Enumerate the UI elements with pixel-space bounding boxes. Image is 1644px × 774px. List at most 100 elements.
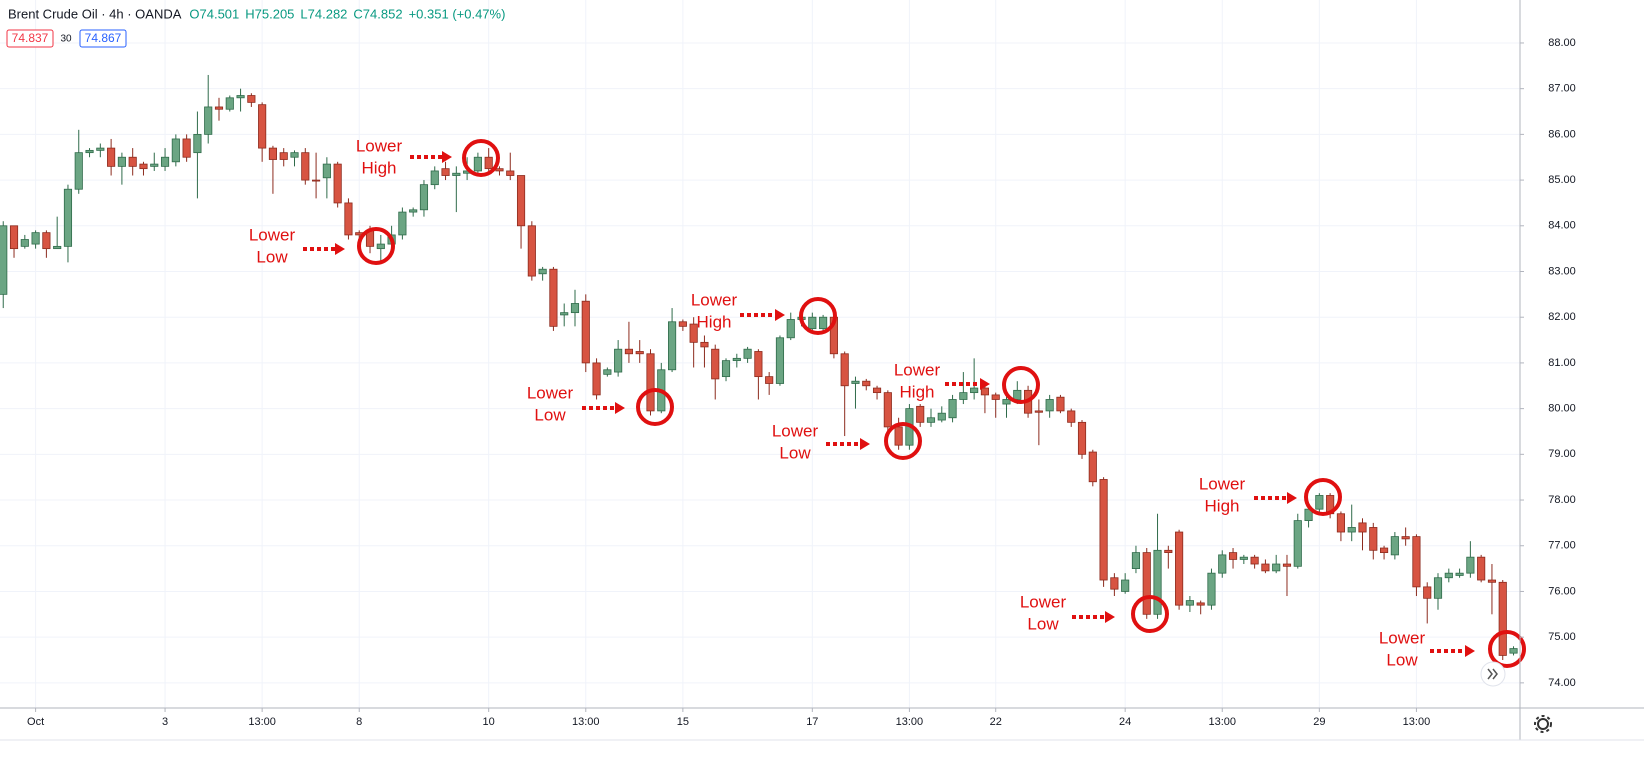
candle-body (1455, 572, 1464, 576)
annotation-line: High (1205, 496, 1240, 515)
candle-body (376, 243, 385, 250)
ohlc-value: H75.205 (245, 6, 294, 21)
candle-body (312, 179, 321, 182)
annotation-line: High (362, 158, 397, 177)
candle-body (1369, 527, 1378, 551)
candle-body (85, 149, 94, 154)
candle-body (1250, 556, 1259, 565)
x-tick-label: 13:00 (572, 716, 600, 728)
candle-body (1239, 556, 1248, 560)
annotation-circle (357, 227, 395, 265)
x-tick-label: 13:00 (896, 716, 924, 728)
candle-body (754, 351, 763, 378)
candle-body (1347, 527, 1356, 533)
candle-body (31, 232, 40, 245)
candle-body (20, 239, 29, 247)
candle-body (268, 147, 277, 160)
candle-body (0, 225, 8, 295)
candle-body (117, 156, 126, 167)
annotation-line: High (697, 312, 732, 331)
y-tick-label: 78.00 (1548, 494, 1576, 506)
settings-gear[interactable] (1537, 718, 1549, 730)
candle-body (937, 412, 946, 421)
candle-body (959, 392, 968, 400)
candle-body (549, 268, 558, 327)
annotation-circle (799, 297, 837, 335)
candle-body (1336, 513, 1345, 533)
x-tick-label: 13:00 (1403, 716, 1431, 728)
annotation-arrowhead (1465, 645, 1475, 657)
candle-body (322, 163, 331, 179)
grid (0, 0, 1520, 708)
candle-body (344, 202, 353, 236)
annotation-circle (1304, 478, 1342, 516)
candle-body (452, 172, 461, 176)
candle-body (409, 209, 418, 213)
annotation-line: Lower (356, 136, 403, 155)
symbol-title: Brent Crude Oil · 4h · OANDA (8, 6, 182, 21)
candle-body (570, 303, 580, 314)
candle-body (1315, 495, 1324, 510)
scroll-icon (1487, 668, 1498, 680)
candle-body (1164, 549, 1173, 553)
candle-body (1498, 581, 1507, 656)
candle-body (1121, 579, 1130, 592)
candle-body (1056, 396, 1065, 412)
candle-body (560, 312, 569, 316)
candle-body (1002, 399, 1011, 405)
scroll-button[interactable] (1480, 661, 1506, 687)
candle-body (247, 95, 256, 103)
annotation-line: Lower (1199, 474, 1246, 493)
y-tick-label: 84.00 (1548, 220, 1576, 232)
y-tick-label: 81.00 (1548, 357, 1576, 369)
annotation-arrowhead (980, 378, 990, 390)
candle-body (894, 426, 903, 446)
candle-body (53, 245, 62, 250)
x-tick-label: 15 (677, 716, 689, 728)
ohlc-value: C74.852 (353, 6, 402, 21)
candle-body (42, 232, 51, 250)
candle-body (516, 175, 526, 227)
candle-body (786, 319, 795, 339)
annotation-arrowhead (442, 151, 452, 163)
y-tick-label: 74.00 (1548, 677, 1576, 689)
annotation-arrowhead (860, 438, 870, 450)
candle-body (236, 95, 245, 99)
candle-body (1196, 602, 1205, 606)
candle-body (1487, 579, 1497, 583)
axes: 74.00 75.00 76.00 77.00 78.00 79.00 80.00 81.00… (27, 37, 1576, 728)
candle-body (96, 147, 105, 151)
candle-body (1477, 556, 1486, 581)
x-tick-label: Oct (27, 716, 44, 728)
candle-body (1099, 479, 1108, 581)
candle-body (646, 353, 655, 412)
candle-body (614, 348, 623, 373)
candle-body (991, 394, 1000, 400)
annotation-arrowhead (1287, 492, 1297, 504)
candle-body (603, 369, 612, 375)
candle-body (1293, 520, 1302, 567)
candle-body (1261, 563, 1270, 572)
candle-body (721, 360, 731, 378)
x-tick-label: 10 (483, 716, 495, 728)
candle-body (63, 188, 73, 247)
candle-body (1153, 549, 1162, 615)
annotation-circle (1131, 595, 1169, 633)
y-tick-label: 83.00 (1548, 265, 1576, 277)
annotation-arrowhead (1105, 611, 1115, 623)
candle-body (204, 106, 213, 135)
candle-body (107, 147, 116, 167)
candle-body (290, 152, 299, 158)
x-tick-label: 24 (1119, 716, 1131, 728)
candle-body (1358, 522, 1367, 533)
annotation-line: Lower (1020, 592, 1067, 611)
x-tick-label: 3 (162, 716, 168, 728)
candle-body (333, 163, 342, 204)
candle-body (862, 380, 871, 387)
annotation-line: Low (534, 405, 566, 424)
x-tick-label: 22 (990, 716, 1002, 728)
annotations: Lower Low Lower High Lower High Lower Low Lower L… (249, 136, 1526, 669)
